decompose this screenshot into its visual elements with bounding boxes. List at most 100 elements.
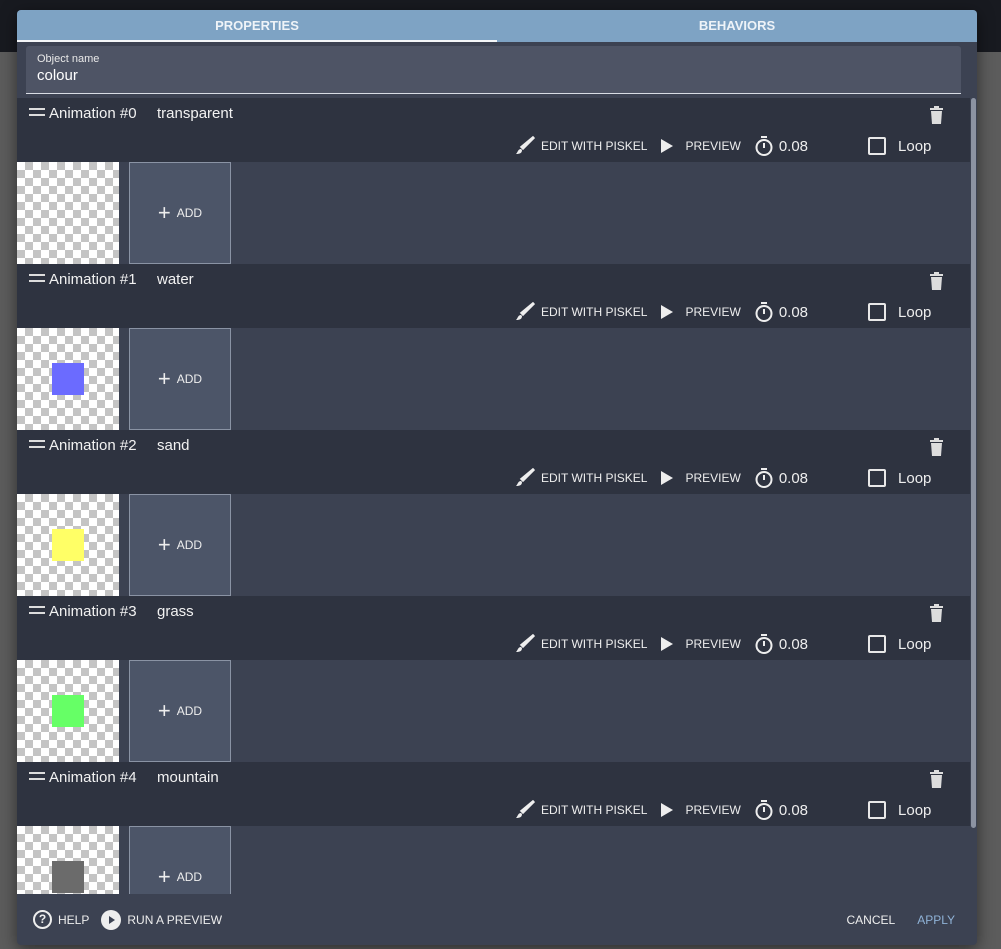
trash-icon[interactable] — [930, 604, 943, 622]
drag-handle-icon[interactable] — [29, 440, 45, 448]
add-label: ADD — [176, 870, 203, 884]
add-frame-button[interactable]: + ADD — [129, 328, 231, 430]
preview-button[interactable]: PREVIEW — [661, 803, 741, 817]
object-name-label: Object name — [37, 53, 100, 65]
animation-name[interactable]: grass — [157, 603, 194, 620]
animation-name[interactable]: mountain — [157, 769, 219, 786]
timer-icon — [755, 634, 773, 654]
trash-icon[interactable] — [930, 272, 943, 290]
paintbrush-icon — [516, 468, 535, 486]
trash-icon[interactable] — [930, 438, 943, 456]
frame-thumbnail[interactable] — [17, 494, 119, 596]
edit-label: EDIT WITH PISKEL — [541, 637, 648, 651]
drag-handle-icon[interactable] — [29, 606, 45, 614]
tab-bar: PROPERTIES BEHAVIORS — [17, 10, 977, 42]
scrollbar[interactable] — [970, 98, 977, 894]
help-icon: ? — [33, 910, 52, 929]
checkbox-icon — [868, 137, 887, 155]
help-button[interactable]: ? HELP — [33, 910, 89, 929]
play-circle-icon — [101, 909, 122, 930]
scrollbar-thumb[interactable] — [971, 98, 976, 828]
checkbox-icon — [868, 801, 887, 819]
frame-time[interactable]: 0.08 — [755, 634, 808, 654]
edit-with-piskel-button[interactable]: EDIT WITH PISKEL — [515, 468, 647, 488]
preview-button[interactable]: PREVIEW — [661, 471, 741, 485]
play-icon — [661, 471, 674, 485]
animation-item: Animation #1 water EDIT WITH PISKEL PREV… — [17, 264, 970, 430]
trash-icon[interactable] — [930, 770, 943, 788]
edit-with-piskel-button[interactable]: EDIT WITH PISKEL — [515, 136, 647, 156]
paintbrush-icon — [516, 800, 535, 818]
animation-item: Animation #4 mountain EDIT WITH PISKEL P… — [17, 762, 970, 894]
frame-time-value: 0.08 — [778, 137, 809, 155]
add-frame-button[interactable]: + ADD — [129, 494, 231, 596]
timer-icon — [755, 302, 773, 322]
frame-time-value: 0.08 — [778, 469, 809, 487]
cancel-button[interactable]: CANCEL — [846, 912, 896, 927]
edit-with-piskel-button[interactable]: EDIT WITH PISKEL — [515, 634, 647, 654]
frames-row: + ADD — [17, 660, 970, 762]
play-icon — [661, 637, 674, 651]
frame-time[interactable]: 0.08 — [755, 800, 808, 820]
preview-button[interactable]: PREVIEW — [661, 305, 741, 319]
drag-handle-icon[interactable] — [29, 772, 45, 780]
loop-checkbox[interactable]: Loop — [868, 303, 931, 321]
frames-row: + ADD — [17, 494, 970, 596]
animation-title: Animation #3 — [49, 603, 137, 620]
frame-time[interactable]: 0.08 — [755, 468, 808, 488]
frame-sprite — [52, 861, 84, 893]
add-label: ADD — [176, 704, 203, 718]
preview-button[interactable]: PREVIEW — [661, 139, 741, 153]
plus-icon: + — [157, 200, 171, 225]
checkbox-icon — [868, 469, 887, 487]
edit-with-piskel-button[interactable]: EDIT WITH PISKEL — [515, 800, 647, 820]
animation-name[interactable]: transparent — [157, 105, 233, 122]
animation-item: Animation #2 sand EDIT WITH PISKEL PREVI… — [17, 430, 970, 596]
frame-time[interactable]: 0.08 — [755, 302, 808, 322]
frame-thumbnail[interactable] — [17, 162, 119, 264]
loop-label: Loop — [898, 801, 932, 819]
trash-icon[interactable] — [930, 106, 943, 124]
animation-title: Animation #2 — [49, 437, 137, 454]
frame-time[interactable]: 0.08 — [755, 136, 808, 156]
animations-list[interactable]: Animation #0 transparent EDIT WITH PISKE… — [17, 98, 970, 894]
add-frame-button[interactable]: + ADD — [129, 826, 231, 894]
object-name-field: Object name — [26, 46, 961, 94]
frame-thumbnail[interactable] — [17, 328, 119, 430]
loop-checkbox[interactable]: Loop — [868, 137, 931, 155]
tab-behaviors[interactable]: BEHAVIORS — [698, 18, 776, 33]
loop-checkbox[interactable]: Loop — [868, 469, 931, 487]
add-frame-button[interactable]: + ADD — [129, 162, 231, 264]
preview-button[interactable]: PREVIEW — [661, 637, 741, 651]
animation-title: Animation #0 — [49, 105, 137, 122]
loop-label: Loop — [898, 635, 932, 653]
frame-thumbnail[interactable] — [17, 660, 119, 762]
run-preview-button[interactable]: RUN A PREVIEW — [101, 909, 222, 930]
play-icon — [661, 803, 674, 817]
add-frame-button[interactable]: + ADD — [129, 660, 231, 762]
edit-label: EDIT WITH PISKEL — [541, 139, 648, 153]
animation-name[interactable]: sand — [157, 437, 190, 454]
play-icon — [661, 305, 674, 319]
plus-icon: + — [157, 532, 171, 557]
drag-handle-icon[interactable] — [29, 108, 45, 116]
tab-properties[interactable]: PROPERTIES — [17, 10, 497, 42]
animation-header: Animation #3 grass EDIT WITH PISKEL PREV… — [17, 596, 970, 660]
drag-handle-icon[interactable] — [29, 274, 45, 282]
loop-checkbox[interactable]: Loop — [868, 635, 931, 653]
object-name-input[interactable] — [37, 67, 950, 84]
paintbrush-icon — [516, 136, 535, 154]
timer-icon — [755, 136, 773, 156]
frame-thumbnail[interactable] — [17, 826, 119, 894]
animation-item: Animation #0 transparent EDIT WITH PISKE… — [17, 98, 970, 264]
paintbrush-icon — [516, 302, 535, 320]
object-editor-dialog: PROPERTIES BEHAVIORS Object name Animati… — [17, 10, 977, 945]
animation-title: Animation #4 — [49, 769, 137, 786]
checkbox-icon — [868, 303, 887, 321]
add-label: ADD — [176, 372, 203, 386]
apply-button[interactable]: APPLY — [917, 912, 955, 927]
edit-with-piskel-button[interactable]: EDIT WITH PISKEL — [515, 302, 647, 322]
animation-name[interactable]: water — [157, 271, 194, 288]
frame-sprite — [52, 363, 84, 395]
loop-checkbox[interactable]: Loop — [868, 801, 931, 819]
